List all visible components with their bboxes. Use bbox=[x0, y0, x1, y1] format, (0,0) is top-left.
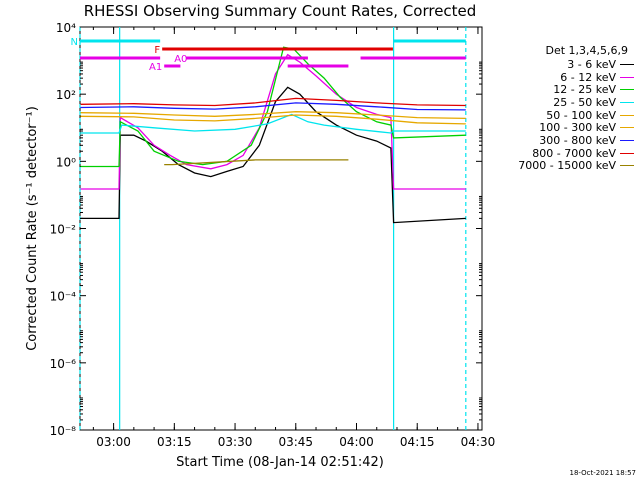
x-axis-label: Start Time (08-Jan-14 02:51:42) bbox=[176, 455, 384, 470]
legend-item: 6 - 12 keV bbox=[482, 71, 634, 84]
x-tick-label: 04:30 bbox=[461, 435, 496, 449]
legend-item-label: 300 - 800 keV bbox=[539, 133, 616, 147]
legend-rows: 3 - 6 keV 6 - 12 keV 12 - 25 keV 25 - 50 ke… bbox=[482, 58, 634, 172]
y-tick-label: 10⁻⁶ bbox=[50, 357, 77, 371]
flag-label: F bbox=[154, 45, 160, 56]
plot-frame bbox=[79, 26, 483, 431]
legend-item-label: 3 - 6 keV bbox=[567, 57, 616, 71]
y-tick-label: 10⁻² bbox=[50, 223, 77, 237]
series-line bbox=[80, 102, 466, 111]
y-axis-label: Corrected Count Rate (s⁻¹ detector⁻¹) bbox=[25, 106, 40, 351]
legend-swatch bbox=[620, 101, 634, 103]
legend-item: 25 - 50 keV bbox=[482, 96, 634, 109]
x-tick-label: 04:00 bbox=[339, 435, 374, 449]
generated-timestamp: 18-Oct-2021 18:57 bbox=[569, 469, 636, 477]
y-tick-label: 10⁻⁴ bbox=[50, 290, 77, 304]
legend-item: 3 - 6 keV bbox=[482, 58, 634, 71]
flag-label: A0 bbox=[174, 54, 187, 65]
y-tick-label: 10⁴ bbox=[56, 21, 76, 35]
legend-item-label: 800 - 7000 keV bbox=[532, 146, 616, 160]
x-tick-label: 03:00 bbox=[96, 435, 131, 449]
legend-title: Det 1,3,4,5,6,9 bbox=[545, 44, 628, 57]
legend-swatch bbox=[620, 152, 634, 154]
legend-item-label: 100 - 300 keV bbox=[539, 121, 616, 135]
legend-item-label: 6 - 12 keV bbox=[560, 70, 616, 84]
series-line bbox=[80, 46, 466, 168]
legend-item: 100 - 300 keV bbox=[482, 121, 634, 134]
y-tick-label: 10² bbox=[56, 88, 76, 102]
legend-item-label: 50 - 100 keV bbox=[546, 108, 616, 122]
legend-swatch bbox=[620, 139, 634, 141]
legend-swatch bbox=[620, 89, 634, 91]
x-tick-label: 03:30 bbox=[218, 435, 253, 449]
legend-swatch bbox=[620, 63, 634, 65]
flag-label: N bbox=[71, 37, 78, 48]
legend-item: 12 - 25 keV bbox=[482, 83, 634, 96]
legend-swatch bbox=[620, 127, 634, 129]
series-line bbox=[164, 159, 349, 166]
x-tick-label: 03:15 bbox=[157, 435, 192, 449]
chart-title: RHESSI Observing Summary Count Rates, Co… bbox=[83, 2, 477, 20]
flag-label: A1 bbox=[149, 62, 162, 73]
legend-item-label: 25 - 50 keV bbox=[553, 95, 616, 109]
series-line bbox=[80, 111, 466, 120]
legend-item: 50 - 100 keV bbox=[482, 109, 634, 122]
series-line bbox=[80, 114, 466, 125]
legend-item: 300 - 800 keV bbox=[482, 134, 634, 147]
legend: Det 1,3,4,5,6,9 3 - 6 keV 6 - 12 keV 12 - … bbox=[482, 44, 634, 172]
series-line bbox=[80, 86, 466, 224]
y-tick-label: 10⁰ bbox=[56, 155, 76, 169]
legend-swatch bbox=[620, 165, 634, 167]
legend-swatch bbox=[620, 76, 634, 78]
legend-item-label: 7000 - 15000 keV bbox=[518, 159, 616, 173]
y-tick-label: 10⁻⁸ bbox=[50, 424, 77, 438]
legend-item: 800 - 7000 keV bbox=[482, 147, 634, 160]
series-line bbox=[80, 97, 466, 107]
x-tick-label: 04:15 bbox=[400, 435, 435, 449]
x-tick-label: 03:45 bbox=[278, 435, 313, 449]
legend-item: 7000 - 15000 keV bbox=[482, 159, 634, 173]
legend-item-label: 12 - 25 keV bbox=[553, 83, 616, 97]
series-line bbox=[80, 113, 466, 134]
legend-swatch bbox=[620, 114, 634, 116]
